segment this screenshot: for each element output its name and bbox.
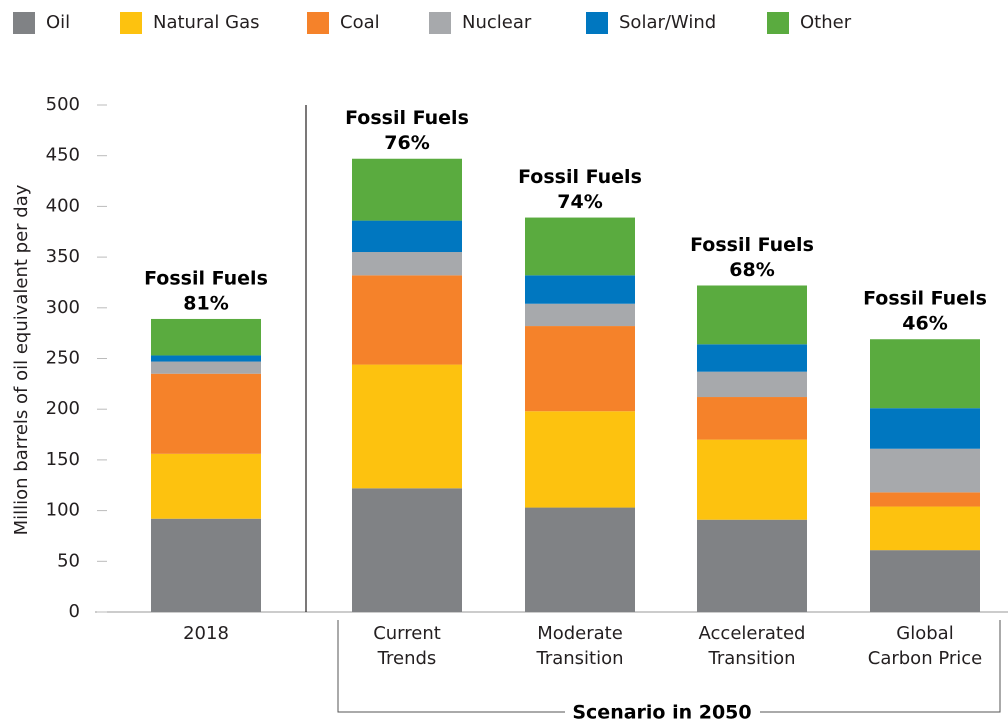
bar-segment — [697, 519, 807, 612]
x-tick-label: Current — [373, 623, 441, 644]
bar-segment — [151, 361, 261, 374]
legend-swatch — [307, 12, 329, 34]
bar-segment — [352, 275, 462, 365]
group-label: Scenario in 2050 — [572, 702, 751, 723]
annotation-title: Fossil Fuels — [863, 288, 987, 310]
bar-segment — [352, 220, 462, 253]
bar-segment — [151, 518, 261, 612]
legend-label: Solar/Wind — [619, 12, 716, 33]
y-tick-label: 50 — [57, 550, 80, 571]
bar-segment — [525, 507, 635, 612]
annotation-title: Fossil Fuels — [518, 166, 642, 188]
bar-segment — [352, 364, 462, 489]
bar-segment — [352, 252, 462, 276]
legend-label: Nuclear — [462, 12, 532, 33]
x-tick-label: Moderate — [537, 623, 623, 644]
x-tick-label: 2018 — [183, 623, 229, 644]
bar-segment — [151, 453, 261, 519]
bar-segment — [525, 326, 635, 412]
y-tick-label: 450 — [46, 145, 80, 166]
legend-swatch — [13, 12, 35, 34]
bar-segment — [525, 275, 635, 304]
y-tick-label: 100 — [46, 500, 80, 521]
bar-segment — [870, 448, 980, 493]
bar-segment — [352, 158, 462, 221]
bar-segment — [870, 506, 980, 551]
bar-segment — [151, 373, 261, 454]
y-tick-label: 500 — [46, 94, 80, 115]
annotation-value: 74% — [557, 191, 602, 213]
y-tick-label: 300 — [46, 297, 80, 318]
annotation-value: 76% — [384, 132, 429, 154]
x-tick-label: Carbon Price — [868, 648, 982, 669]
legend-label: Coal — [340, 12, 380, 33]
x-tick-label: Transition — [535, 648, 623, 669]
annotation-title: Fossil Fuels — [690, 234, 814, 256]
annotation-value: 46% — [902, 313, 947, 335]
legend-swatch — [120, 12, 142, 34]
y-tick-label: 350 — [46, 246, 80, 267]
bar-segment — [870, 339, 980, 409]
x-tick-label: Trends — [377, 648, 437, 669]
x-tick-label: Accelerated — [699, 623, 806, 644]
legend-swatch — [767, 12, 789, 34]
bar-segment — [870, 408, 980, 449]
legend-swatch — [429, 12, 451, 34]
y-tick-label: 250 — [46, 348, 80, 369]
bar-segment — [697, 285, 807, 345]
bar-segment — [151, 318, 261, 356]
bar-segment — [525, 217, 635, 276]
bar-segment — [352, 488, 462, 612]
x-tick-label: Transition — [707, 648, 795, 669]
annotation-title: Fossil Fuels — [144, 267, 268, 289]
bar-segment — [870, 550, 980, 612]
y-tick-label: 150 — [46, 449, 80, 470]
annotation-title: Fossil Fuels — [345, 107, 469, 129]
y-tick-label: 200 — [46, 398, 80, 419]
y-tick-label: 0 — [69, 601, 80, 622]
legend-swatch — [586, 12, 608, 34]
legend-label: Other — [800, 12, 852, 33]
bar-segment — [697, 439, 807, 520]
bar-segment — [151, 355, 261, 362]
group-bracket — [337, 620, 1001, 713]
x-tick-label: Global — [896, 623, 953, 644]
bar-segment — [697, 397, 807, 440]
annotation-value: 68% — [729, 259, 774, 281]
bar-segment — [870, 492, 980, 507]
annotation-value: 81% — [183, 292, 228, 314]
y-tick-label: 400 — [46, 195, 80, 216]
y-axis-label: Million barrels of oil equivalent per da… — [11, 184, 32, 535]
bar-segment — [697, 371, 807, 398]
bar-segment — [697, 344, 807, 372]
legend-label: Natural Gas — [153, 12, 259, 33]
legend-label: Oil — [46, 12, 70, 33]
bar-segment — [525, 411, 635, 508]
bar-segment — [525, 303, 635, 327]
